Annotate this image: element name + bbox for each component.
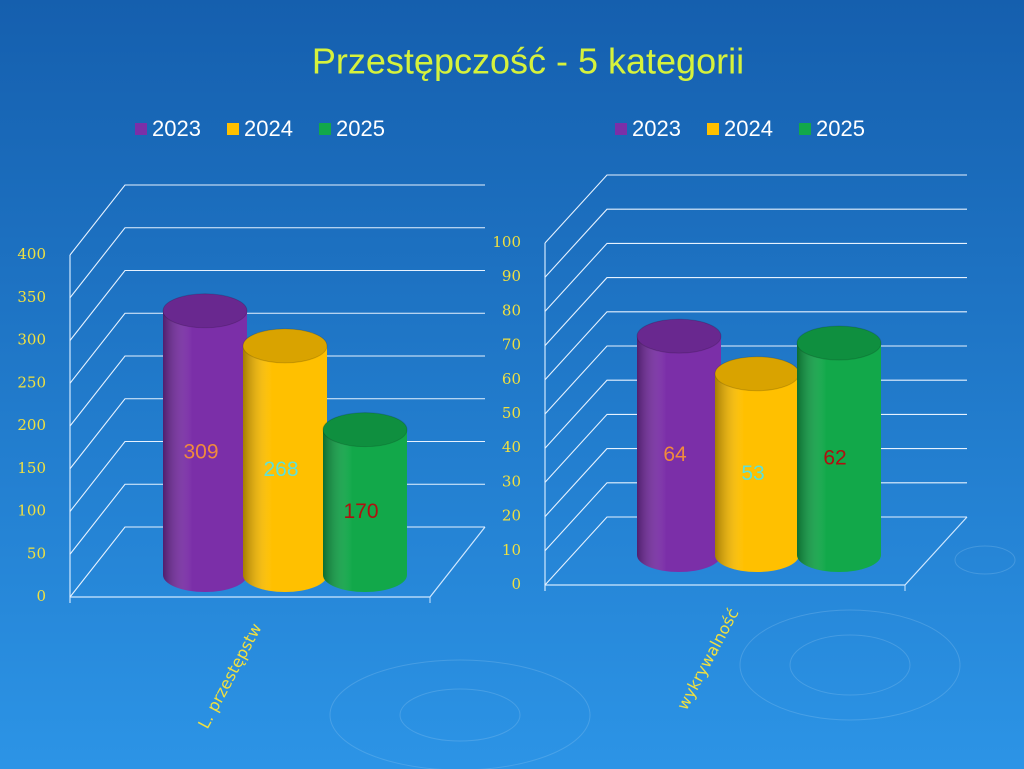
- y-tick-label: 0: [511, 575, 521, 593]
- legend-label: 2024: [724, 116, 773, 141]
- cylinder-top: [636, 318, 722, 354]
- legend-swatch: [319, 123, 331, 135]
- cylinder-top: [162, 293, 248, 329]
- cylinder-top: [322, 412, 408, 448]
- data-label: 64: [663, 443, 687, 466]
- data-label: 309: [183, 440, 218, 463]
- grid-line: [544, 208, 967, 278]
- cylinder-top: [714, 356, 800, 392]
- legend-swatch: [135, 123, 147, 135]
- legend-label: 2025: [816, 116, 865, 141]
- data-label: 53: [741, 462, 764, 485]
- grid-line: [544, 277, 967, 346]
- y-tick-label: 80: [502, 301, 521, 319]
- y-tick-label: 20: [502, 507, 521, 525]
- cylinder-shade: [323, 429, 407, 592]
- y-tick-label: 40: [502, 438, 521, 456]
- legend-swatch: [615, 123, 627, 135]
- y-tick-label: 100: [17, 502, 46, 520]
- cylinder-shade: [243, 345, 327, 592]
- data-label: 62: [823, 447, 846, 470]
- y-tick-label: 300: [17, 331, 46, 349]
- cylinder-shade: [163, 310, 247, 592]
- y-tick-label: 50: [27, 544, 46, 562]
- legend-label: 2023: [152, 116, 201, 141]
- slide-title: Przestępczość - 5 kategorii: [312, 41, 744, 82]
- grid-line: [69, 269, 485, 341]
- y-tick-label: 30: [502, 472, 521, 490]
- legend-swatch: [707, 123, 719, 135]
- data-label: 268: [263, 458, 298, 481]
- legend-label: 2023: [632, 116, 681, 141]
- y-tick-label: 10: [502, 541, 521, 559]
- y-tick-label: 0: [36, 587, 46, 605]
- cylinder-shade: [637, 336, 721, 572]
- y-tick-label: 250: [17, 373, 46, 391]
- data-label: 170: [343, 500, 378, 523]
- grid-line: [69, 227, 485, 299]
- cylinder-top: [242, 328, 328, 364]
- y-tick-label: 100: [492, 233, 521, 251]
- legend-swatch: [227, 123, 239, 135]
- grid-line: [544, 174, 967, 244]
- cylinder-shade: [715, 373, 799, 572]
- cylinder-shade: [797, 342, 881, 572]
- y-tick-label: 150: [17, 459, 46, 477]
- cylinder-top: [796, 325, 882, 361]
- y-tick-label: 200: [17, 416, 46, 434]
- grid-line: [544, 242, 967, 312]
- grid-line: [69, 184, 485, 256]
- legend-label: 2024: [244, 116, 293, 141]
- grid-line: [544, 311, 967, 381]
- legend-label: 2025: [336, 116, 385, 141]
- grid-line: [69, 312, 485, 384]
- grid-line: [69, 398, 485, 470]
- y-tick-label: 50: [502, 404, 521, 422]
- y-tick-label: 70: [502, 336, 521, 354]
- grid-line: [69, 355, 485, 427]
- y-tick-label: 400: [17, 245, 46, 263]
- y-tick-label: 60: [502, 370, 521, 388]
- y-tick-label: 350: [17, 288, 46, 306]
- ripples: [329, 545, 1016, 769]
- y-tick-label: 90: [502, 267, 521, 285]
- legend-swatch: [799, 123, 811, 135]
